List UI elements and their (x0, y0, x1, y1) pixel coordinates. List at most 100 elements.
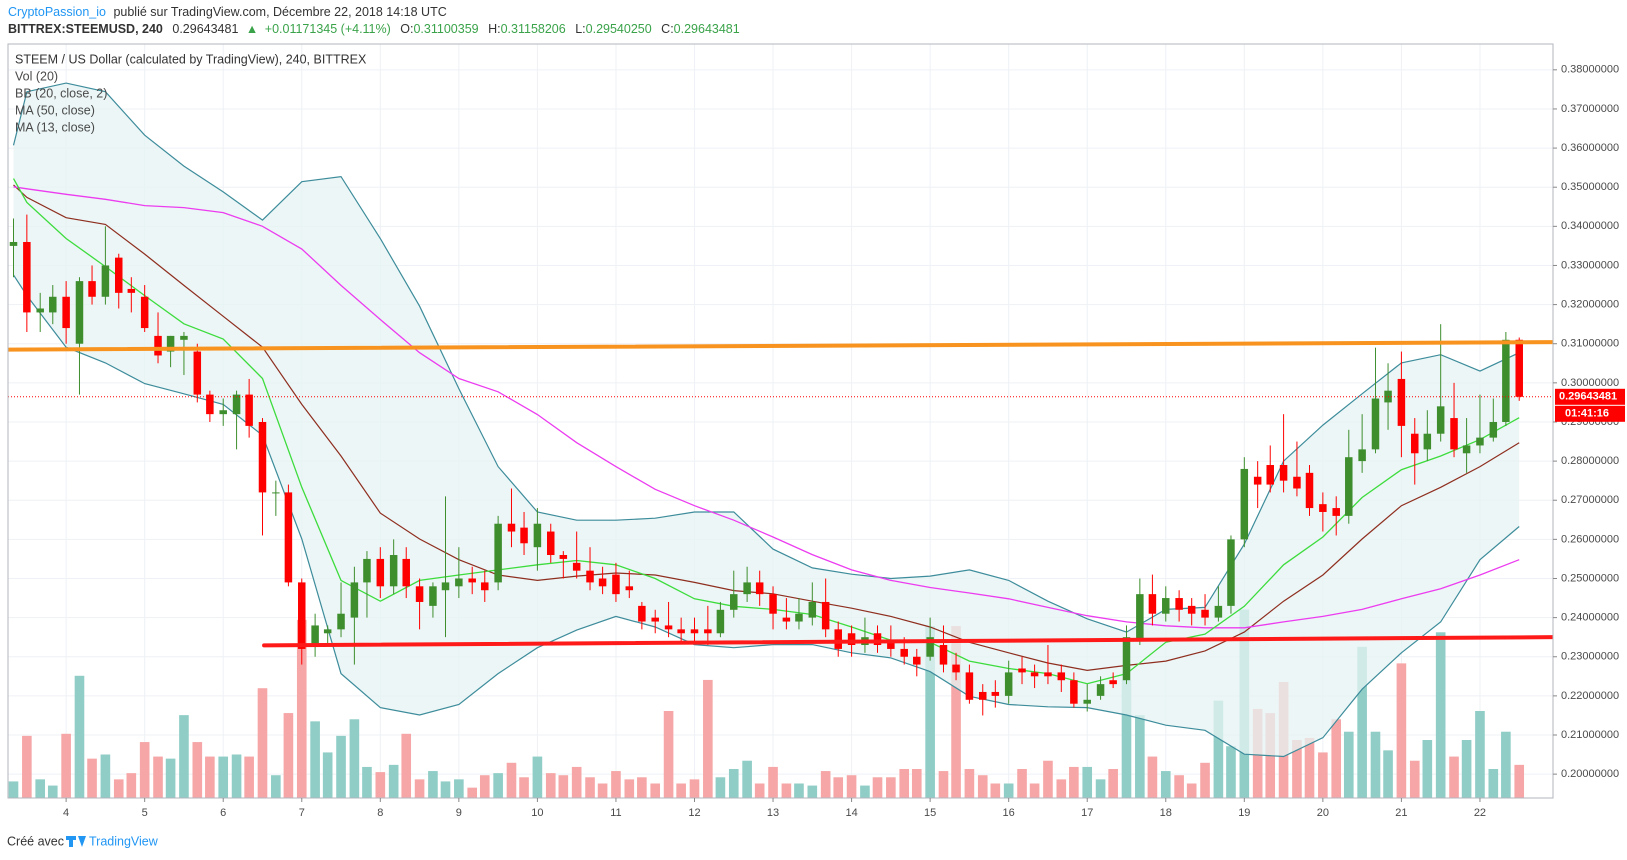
axes: 0.20000000 0.21000000 0.22000000 0.23000000… (63, 64, 1625, 819)
footer-brand[interactable]: TradingView (89, 834, 159, 848)
x-tick-label: 14 (845, 807, 857, 819)
volume-bar (35, 779, 46, 798)
y-tick-label: 0.21000000 (1561, 729, 1619, 741)
x-tick-label: 10 (531, 807, 543, 819)
candle-body (376, 558, 385, 587)
candle-body (979, 691, 987, 700)
candle-body (847, 633, 856, 646)
volume-bar (1003, 783, 1014, 798)
volume-bar (833, 777, 844, 798)
bb-upper (12, 82, 1520, 633)
close-value: 0.29643481 (674, 22, 740, 36)
moving-average (13, 186, 1520, 629)
volume-bar (676, 783, 686, 798)
volume-bar (349, 719, 360, 798)
plot-area (8, 82, 1553, 798)
plot-frame (7, 43, 1554, 799)
candle-body (363, 558, 371, 583)
candle-body (520, 527, 528, 544)
x-tick-label: 19 (1238, 807, 1250, 819)
volume-bar (1017, 769, 1027, 798)
volume-bar (1343, 731, 1354, 798)
volume-bar (506, 762, 517, 798)
candle-body (272, 492, 280, 494)
high-label: H: (488, 22, 501, 36)
candle-body (1136, 594, 1144, 642)
volume-bar (911, 769, 922, 798)
candle-body (795, 613, 803, 622)
volume-bar (807, 785, 818, 798)
volume-bar (1409, 760, 1420, 798)
bb-basis (13, 184, 1520, 672)
volume-bar (205, 756, 215, 798)
volume-bar (519, 777, 529, 798)
y-tick-label: 0.23000000 (1561, 651, 1619, 663)
candle-body (1476, 437, 1484, 446)
price-label-box (1555, 388, 1625, 405)
volume-bar (1135, 715, 1145, 798)
candle-body (1489, 421, 1498, 438)
x-tick-label: 17 (1081, 807, 1093, 819)
tradingview-logo (66, 836, 86, 847)
change: +0.01171345 (+4.11%) (265, 22, 391, 36)
low-label: L: (575, 22, 585, 36)
candle-body (1227, 539, 1235, 606)
x-tick-label: 8 (377, 807, 383, 819)
legend-ma50: MA (50, close) (15, 103, 95, 117)
candle-body (1279, 465, 1288, 481)
volume-bar (1461, 740, 1472, 798)
candle-body (913, 656, 921, 665)
candle-body (1450, 418, 1458, 450)
volume-bar (1396, 663, 1407, 798)
candle-body (1293, 476, 1301, 489)
low-value: 0.29540250 (586, 22, 652, 36)
y-tick-label: 0.37000000 (1561, 103, 1619, 115)
candle-body (1162, 598, 1170, 614)
volume-bar (231, 754, 242, 798)
volume-bar (1435, 632, 1446, 798)
candle-body (1371, 398, 1380, 450)
candle-body (716, 609, 725, 634)
volume-bar (428, 771, 438, 798)
candle-body (625, 586, 634, 591)
candle-body (1305, 472, 1314, 509)
candle-body (572, 562, 581, 571)
volume-bar (899, 769, 910, 798)
volume-bar (8, 781, 19, 798)
volume-bar (1108, 769, 1118, 798)
candle-body (769, 594, 777, 614)
candle-body (1332, 508, 1340, 516)
volume-bar (153, 756, 163, 798)
x-tick-label: 6 (220, 807, 226, 819)
x-tick-label: 16 (1003, 807, 1015, 819)
volume-bar (663, 711, 674, 798)
x-tick-label: 4 (63, 807, 69, 819)
candle-body (1462, 445, 1471, 454)
candle-body (429, 586, 437, 606)
candle-body (1057, 672, 1066, 681)
candle-body (389, 555, 398, 587)
volume-bar (322, 752, 333, 798)
candle-body (88, 281, 96, 297)
y-tick-label: 0.25000000 (1561, 572, 1619, 584)
candle-body (36, 308, 44, 313)
volume-bar (532, 756, 543, 798)
open-value: 0.31100359 (413, 22, 478, 36)
volume-bar (1357, 646, 1367, 798)
y-tick-label: 0.38000000 (1561, 64, 1619, 76)
y-tick-label: 0.28000000 (1561, 455, 1619, 467)
price-label: 0.29643481 (1559, 391, 1617, 403)
volume-bar (742, 760, 752, 798)
volume-bar (87, 758, 97, 798)
volume-bar (362, 766, 372, 798)
x-tick-label: 18 (1160, 807, 1172, 819)
author[interactable]: CryptoPassion_io (8, 5, 106, 19)
volume-bar (271, 775, 281, 798)
volume-bar (1186, 783, 1197, 798)
volume-bar (1226, 746, 1236, 798)
candle-body (1411, 433, 1419, 454)
volume-bar (113, 779, 124, 798)
volume-bar (1370, 731, 1381, 798)
candle-body (284, 492, 293, 583)
